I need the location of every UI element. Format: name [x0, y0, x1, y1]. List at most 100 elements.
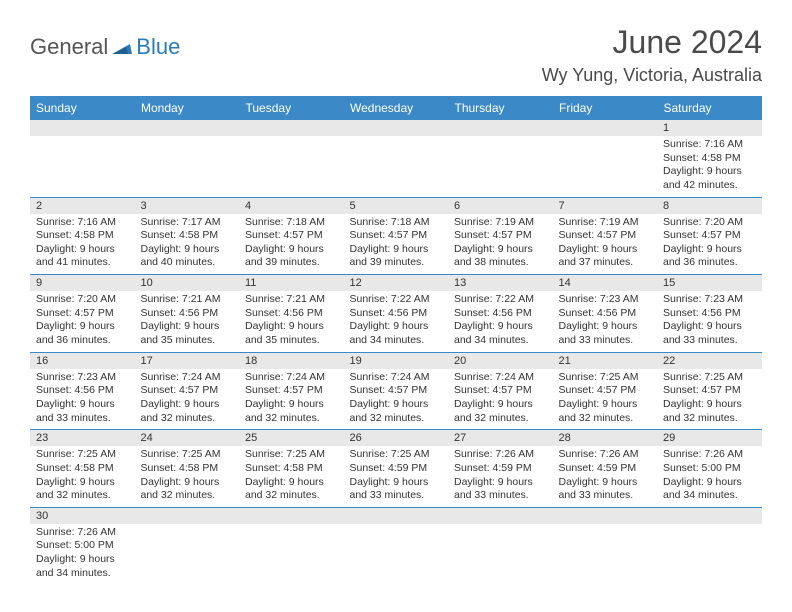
- sunrise-text: Sunrise: 7:21 AM: [245, 293, 338, 307]
- daylight-text: and 32 minutes.: [245, 489, 338, 503]
- day-details: Sunrise: 7:24 AMSunset: 4:57 PMDaylight:…: [344, 369, 449, 430]
- weekday-header-row: Sunday Monday Tuesday Wednesday Thursday…: [30, 96, 762, 120]
- calendar-week-row: 30Sunrise: 7:26 AMSunset: 5:00 PMDayligh…: [30, 507, 762, 584]
- day-details: Sunrise: 7:22 AMSunset: 4:56 PMDaylight:…: [344, 291, 449, 352]
- calendar-day-cell: [657, 507, 762, 584]
- sunrise-text: Sunrise: 7:26 AM: [559, 448, 652, 462]
- daylight-text: Daylight: 9 hours: [245, 320, 338, 334]
- day-details: Sunrise: 7:20 AMSunset: 4:57 PMDaylight:…: [657, 214, 762, 275]
- daylight-text: and 35 minutes.: [141, 334, 234, 348]
- sunset-text: Sunset: 4:56 PM: [141, 307, 234, 321]
- day-number: 30: [30, 508, 135, 524]
- day-details: Sunrise: 7:21 AMSunset: 4:56 PMDaylight:…: [135, 291, 240, 352]
- calendar-day-cell: 29Sunrise: 7:26 AMSunset: 5:00 PMDayligh…: [657, 430, 762, 508]
- sunset-text: Sunset: 4:57 PM: [663, 229, 756, 243]
- daylight-text: Daylight: 9 hours: [663, 243, 756, 257]
- calendar-day-cell: 22Sunrise: 7:25 AMSunset: 4:57 PMDayligh…: [657, 352, 762, 430]
- day-details: Sunrise: 7:26 AMSunset: 4:59 PMDaylight:…: [553, 446, 658, 507]
- daylight-text: Daylight: 9 hours: [663, 165, 756, 179]
- sunrise-text: Sunrise: 7:23 AM: [559, 293, 652, 307]
- sunset-text: Sunset: 4:57 PM: [36, 307, 129, 321]
- logo-text-blue: Blue: [136, 34, 180, 60]
- day-number: 21: [553, 353, 658, 369]
- sunrise-text: Sunrise: 7:18 AM: [350, 216, 443, 230]
- calendar-day-cell: 8Sunrise: 7:20 AMSunset: 4:57 PMDaylight…: [657, 197, 762, 275]
- sunset-text: Sunset: 4:57 PM: [350, 384, 443, 398]
- calendar-day-cell: 5Sunrise: 7:18 AMSunset: 4:57 PMDaylight…: [344, 197, 449, 275]
- calendar-day-cell: 10Sunrise: 7:21 AMSunset: 4:56 PMDayligh…: [135, 275, 240, 353]
- day-number: 2: [30, 198, 135, 214]
- sunrise-text: Sunrise: 7:25 AM: [559, 371, 652, 385]
- sunset-text: Sunset: 5:00 PM: [663, 462, 756, 476]
- daylight-text: and 33 minutes.: [36, 412, 129, 426]
- calendar-week-row: 16Sunrise: 7:23 AMSunset: 4:56 PMDayligh…: [30, 352, 762, 430]
- sunrise-text: Sunrise: 7:23 AM: [663, 293, 756, 307]
- sunset-text: Sunset: 4:56 PM: [454, 307, 547, 321]
- day-number: 26: [344, 430, 449, 446]
- daylight-text: and 34 minutes.: [36, 567, 129, 581]
- day-number: [344, 120, 449, 136]
- day-details: Sunrise: 7:25 AMSunset: 4:57 PMDaylight:…: [553, 369, 658, 430]
- day-number: [30, 120, 135, 136]
- calendar-day-cell: [553, 120, 658, 197]
- calendar-day-cell: 19Sunrise: 7:24 AMSunset: 4:57 PMDayligh…: [344, 352, 449, 430]
- daylight-text: Daylight: 9 hours: [350, 476, 443, 490]
- sunset-text: Sunset: 4:58 PM: [141, 229, 234, 243]
- day-number: 20: [448, 353, 553, 369]
- day-details: Sunrise: 7:21 AMSunset: 4:56 PMDaylight:…: [239, 291, 344, 352]
- sunrise-text: Sunrise: 7:17 AM: [141, 216, 234, 230]
- weekday-header: Tuesday: [239, 96, 344, 120]
- calendar-day-cell: 12Sunrise: 7:22 AMSunset: 4:56 PMDayligh…: [344, 275, 449, 353]
- sunrise-text: Sunrise: 7:24 AM: [245, 371, 338, 385]
- calendar-day-cell: 28Sunrise: 7:26 AMSunset: 4:59 PMDayligh…: [553, 430, 658, 508]
- day-number: [135, 508, 240, 524]
- daylight-text: and 42 minutes.: [663, 179, 756, 193]
- calendar-day-cell: 24Sunrise: 7:25 AMSunset: 4:58 PMDayligh…: [135, 430, 240, 508]
- day-number: 6: [448, 198, 553, 214]
- daylight-text: and 39 minutes.: [350, 256, 443, 270]
- day-details: Sunrise: 7:23 AMSunset: 4:56 PMDaylight:…: [553, 291, 658, 352]
- day-details: Sunrise: 7:25 AMSunset: 4:59 PMDaylight:…: [344, 446, 449, 507]
- sunset-text: Sunset: 4:57 PM: [350, 229, 443, 243]
- sunset-text: Sunset: 4:57 PM: [454, 384, 547, 398]
- calendar-week-row: 1Sunrise: 7:16 AMSunset: 4:58 PMDaylight…: [30, 120, 762, 197]
- sunrise-text: Sunrise: 7:22 AM: [350, 293, 443, 307]
- calendar-day-cell: 21Sunrise: 7:25 AMSunset: 4:57 PMDayligh…: [553, 352, 658, 430]
- daylight-text: Daylight: 9 hours: [559, 476, 652, 490]
- day-number: 7: [553, 198, 658, 214]
- daylight-text: Daylight: 9 hours: [559, 320, 652, 334]
- calendar-day-cell: [344, 120, 449, 197]
- calendar-day-cell: 9Sunrise: 7:20 AMSunset: 4:57 PMDaylight…: [30, 275, 135, 353]
- day-details: Sunrise: 7:26 AMSunset: 5:00 PMDaylight:…: [30, 524, 135, 585]
- day-number: 9: [30, 275, 135, 291]
- day-details: Sunrise: 7:16 AMSunset: 4:58 PMDaylight:…: [657, 136, 762, 197]
- sunrise-text: Sunrise: 7:24 AM: [454, 371, 547, 385]
- daylight-text: Daylight: 9 hours: [141, 320, 234, 334]
- sunrise-text: Sunrise: 7:26 AM: [663, 448, 756, 462]
- sunset-text: Sunset: 4:58 PM: [245, 462, 338, 476]
- daylight-text: Daylight: 9 hours: [245, 243, 338, 257]
- daylight-text: and 36 minutes.: [663, 256, 756, 270]
- day-number: 24: [135, 430, 240, 446]
- daylight-text: and 32 minutes.: [559, 412, 652, 426]
- calendar-day-cell: 17Sunrise: 7:24 AMSunset: 4:57 PMDayligh…: [135, 352, 240, 430]
- logo-text-general: General: [30, 34, 108, 60]
- calendar-day-cell: 26Sunrise: 7:25 AMSunset: 4:59 PMDayligh…: [344, 430, 449, 508]
- day-number: 16: [30, 353, 135, 369]
- day-number: [448, 508, 553, 524]
- day-number: 5: [344, 198, 449, 214]
- sunrise-text: Sunrise: 7:20 AM: [36, 293, 129, 307]
- daylight-text: and 32 minutes.: [454, 412, 547, 426]
- daylight-text: Daylight: 9 hours: [36, 243, 129, 257]
- calendar-day-cell: [135, 120, 240, 197]
- sunrise-text: Sunrise: 7:20 AM: [663, 216, 756, 230]
- weekday-header: Monday: [135, 96, 240, 120]
- daylight-text: and 32 minutes.: [141, 412, 234, 426]
- day-number: 13: [448, 275, 553, 291]
- calendar-table: Sunday Monday Tuesday Wednesday Thursday…: [30, 96, 762, 584]
- sunset-text: Sunset: 4:59 PM: [559, 462, 652, 476]
- day-number: 4: [239, 198, 344, 214]
- header: General Blue June 2024 Wy Yung, Victoria…: [30, 24, 762, 86]
- sunrise-text: Sunrise: 7:25 AM: [141, 448, 234, 462]
- calendar-day-cell: 14Sunrise: 7:23 AMSunset: 4:56 PMDayligh…: [553, 275, 658, 353]
